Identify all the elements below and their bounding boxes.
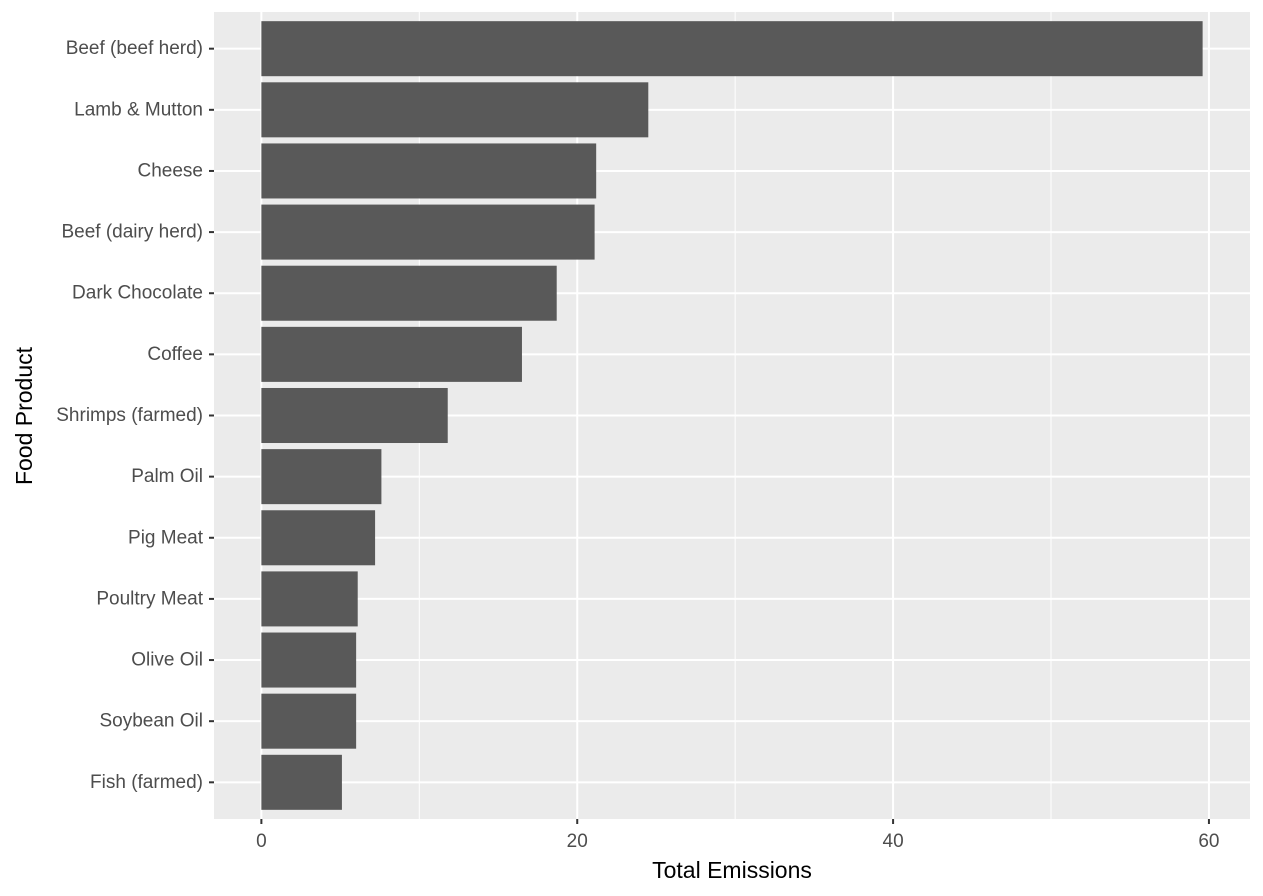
y-tick-label: Cheese — [138, 160, 204, 181]
bar — [261, 204, 595, 260]
bar — [261, 632, 357, 688]
x-tick-label: 60 — [1198, 831, 1219, 852]
x-tick-label: 0 — [256, 831, 267, 852]
bar — [261, 571, 358, 627]
y-tick-label: Pig Meat — [128, 527, 204, 548]
bars — [261, 21, 1203, 810]
y-tick-label: Poultry Meat — [96, 588, 203, 609]
x-axis-ticks: 0 20 40 60 — [256, 819, 1220, 852]
y-tick-label: Fish (farmed) — [90, 772, 203, 793]
bar — [261, 449, 382, 505]
bar — [261, 21, 1203, 77]
y-axis-title: Food Product — [11, 346, 37, 485]
bar — [261, 510, 376, 566]
x-tick-label: 40 — [883, 831, 904, 852]
y-tick-label: Olive Oil — [131, 650, 203, 671]
bar — [261, 754, 342, 810]
y-tick-label: Coffee — [147, 344, 203, 365]
y-tick-label: Beef (dairy herd) — [61, 222, 203, 243]
y-tick-label: Lamb & Mutton — [74, 99, 203, 120]
y-tick-label: Palm Oil — [131, 466, 203, 487]
bar — [261, 143, 597, 199]
bar — [261, 265, 557, 321]
bar — [261, 82, 649, 138]
bar — [261, 387, 448, 444]
x-tick-label: 20 — [567, 831, 588, 852]
x-axis-title: Total Emissions — [652, 857, 812, 883]
y-axis-ticks: Beef (beef herd) Lamb & Mutton Cheese Beef … — [56, 38, 214, 793]
y-tick-label: Dark Chocolate — [72, 283, 203, 304]
bar — [261, 326, 522, 382]
y-tick-label: Beef (beef herd) — [66, 38, 203, 59]
bar — [261, 693, 357, 749]
y-tick-label: Shrimps (farmed) — [56, 405, 203, 426]
y-tick-label: Soybean Oil — [99, 711, 203, 732]
